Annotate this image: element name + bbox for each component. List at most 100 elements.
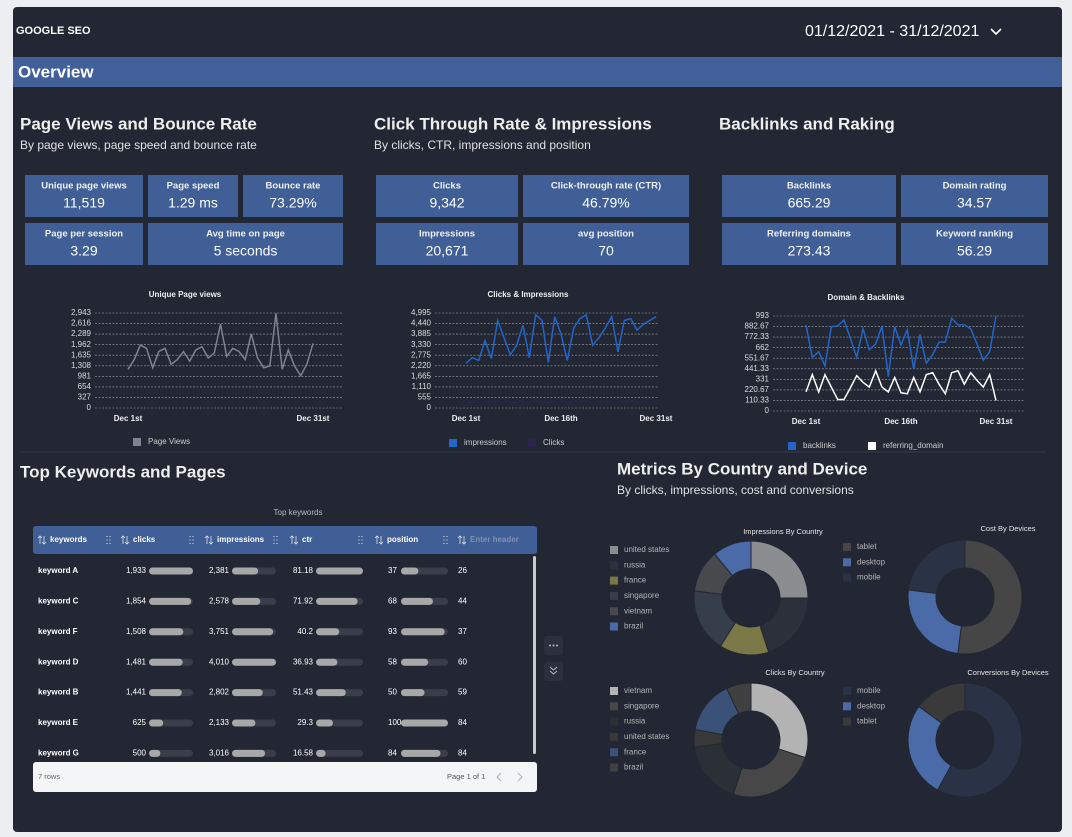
series-line (465, 400, 657, 404)
y-tick-label: 1,308 (71, 361, 92, 370)
legend-label: brazil (624, 622, 643, 631)
x-tick-label: Dec 31st (297, 414, 330, 423)
legend-swatch (868, 442, 876, 450)
impressions-cell: 2,802 (209, 688, 230, 697)
section-subtitle: By page views, page speed and bounce rat… (20, 138, 257, 152)
column-header: clicks (133, 535, 156, 544)
ctr-cell: 51.43 (293, 688, 314, 697)
series-line (805, 368, 997, 401)
legend-swatch (843, 573, 851, 582)
impressions-cell: 2,578 (209, 597, 230, 606)
chart-title: Clicks By Country (765, 668, 824, 677)
kpi-label: Bounce rate (266, 181, 321, 192)
position-bar (401, 658, 429, 666)
sort-icon[interactable] (374, 535, 384, 545)
y-tick-label: 2,220 (411, 361, 432, 370)
position-bar (401, 597, 433, 605)
column-grip (443, 536, 448, 544)
kpi-card (148, 175, 238, 217)
y-tick-label: 441.33 (745, 364, 770, 373)
legend-swatch (610, 561, 618, 570)
donut-segment (936, 682, 1023, 798)
ctr-bar (316, 567, 363, 575)
keyword-cell: keyword E (38, 718, 79, 727)
column-header: Enter header (470, 535, 519, 544)
legend-label: united states (624, 732, 669, 741)
clicks-bar (149, 658, 183, 666)
prev-page[interactable] (496, 772, 502, 782)
more-dot (556, 644, 558, 647)
bar-track (316, 749, 363, 757)
kpi-value: 20,671 (426, 243, 469, 259)
kpi-value: 273.43 (788, 243, 831, 259)
keyword-cell: keyword C (38, 597, 79, 606)
kpi-value: 11,519 (63, 195, 105, 211)
kpi-label: Page per session (45, 229, 123, 240)
column-header: keywords (50, 535, 87, 544)
sort-icon[interactable] (204, 535, 214, 545)
kpi-card (722, 223, 896, 265)
y-tick-label: 1,962 (71, 340, 92, 349)
section-title: Click Through Rate & Impressions (374, 114, 652, 133)
y-tick-label: 1,110 (412, 382, 432, 391)
impressions-bar (232, 597, 261, 605)
enter-header-cell: 59 (458, 688, 467, 697)
kpi-value: 73.29% (269, 195, 316, 211)
expand-button[interactable] (544, 662, 563, 681)
legend-swatch (610, 687, 618, 695)
legend-label: Clicks (543, 438, 564, 447)
next-page[interactable] (517, 772, 523, 782)
legend-label: vietnam (624, 606, 652, 615)
kpi-card (901, 175, 1048, 217)
legend-label: desktop (857, 557, 886, 566)
scrollbar (533, 556, 536, 754)
ctr-cell: 16.58 (293, 749, 314, 758)
x-tick-label: Dec 31st (980, 417, 1013, 426)
position-cell: 68 (388, 597, 397, 606)
clicks-cell: 1,508 (126, 627, 147, 636)
y-tick-label: 2,775 (411, 350, 432, 359)
donut-segment (726, 682, 752, 715)
sort-icon[interactable] (289, 535, 299, 545)
legend-label: brazil (624, 763, 643, 772)
legend-label: referring_domain (883, 441, 943, 450)
kpi-label: avg position (578, 229, 634, 240)
enter-header-cell: 84 (458, 718, 467, 727)
date-dropdown-icon[interactable] (990, 28, 1002, 36)
ctr-bar (316, 749, 326, 757)
more-dot (552, 644, 555, 647)
sort-icon[interactable] (457, 535, 467, 545)
ctr-cell: 81.18 (293, 566, 314, 575)
legend-swatch (449, 439, 457, 447)
ctr-cell: 40.2 (297, 627, 313, 636)
kpi-label: Click-through rate (CTR) (551, 181, 661, 192)
legend-swatch (610, 732, 618, 741)
legend-swatch (843, 717, 851, 726)
y-tick-label: 2,616 (71, 319, 92, 328)
kpi-label: Unique page views (41, 181, 127, 192)
impressions-cell: 4,010 (209, 657, 230, 666)
section-title: Top Keywords and Pages (20, 462, 226, 481)
column-grip (189, 536, 194, 544)
kpi-label: Avg time on page (206, 229, 285, 240)
y-tick-label: 220.67 (745, 385, 770, 394)
kpi-card (376, 175, 518, 217)
keyword-cell: keyword B (38, 688, 79, 697)
clicks-bar (149, 749, 161, 757)
y-tick-label: 331 (756, 374, 770, 383)
sort-icon[interactable] (120, 535, 130, 545)
series-line (127, 313, 314, 378)
kpi-value: 46.79% (582, 195, 629, 211)
table-header (33, 526, 537, 554)
keyword-cell: keyword A (38, 566, 78, 575)
clicks-cell: 625 (133, 718, 147, 727)
column-grip (106, 536, 111, 544)
sort-icon[interactable] (37, 535, 47, 545)
position-bar (401, 567, 419, 575)
y-tick-label: 4,440 (411, 319, 432, 328)
keyword-cell: keyword G (38, 749, 79, 758)
position-cell: 100 (388, 718, 402, 727)
legend-label: france (624, 747, 647, 756)
y-tick-label: 0 (87, 403, 92, 412)
